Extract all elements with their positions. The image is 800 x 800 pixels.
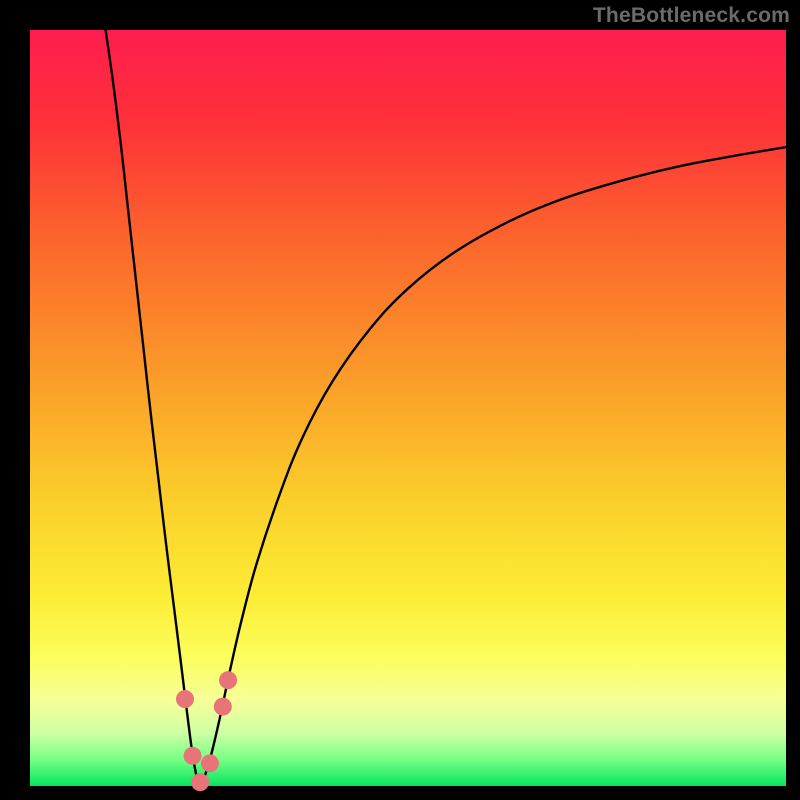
watermark-label: TheBottleneck.com <box>593 4 790 28</box>
bottleneck-chart <box>0 0 800 800</box>
marker-point <box>219 671 237 689</box>
marker-point <box>184 747 202 765</box>
plot-background <box>30 30 786 786</box>
chart-frame: TheBottleneck.com <box>0 0 800 800</box>
marker-point <box>176 690 194 708</box>
marker-point <box>214 698 232 716</box>
marker-point <box>191 773 209 791</box>
marker-point <box>201 754 219 772</box>
